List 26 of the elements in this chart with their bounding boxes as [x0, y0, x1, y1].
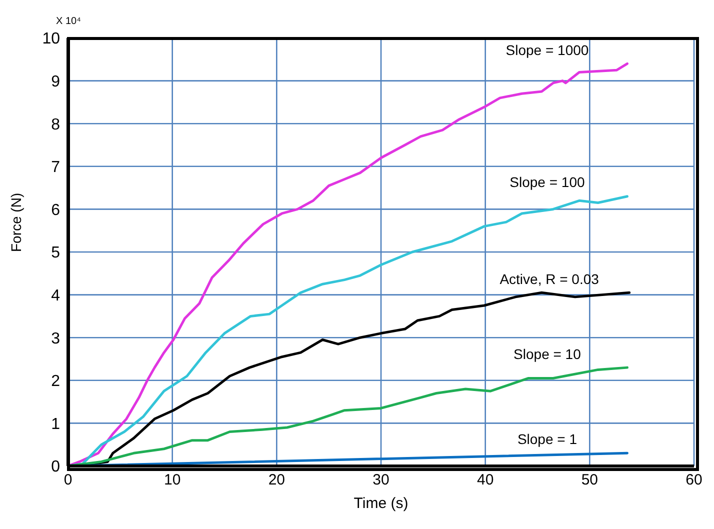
x-tick-label: 10: [164, 472, 181, 489]
x-tick-label: 20: [268, 472, 286, 489]
y-axis-title: Force (N): [8, 192, 24, 252]
x-tick-label: 50: [581, 472, 598, 489]
y-tick-label: 9: [51, 73, 60, 90]
y-tick-label: 1: [51, 416, 60, 433]
text: X 10⁴: [56, 16, 81, 27]
y-tick-label: 5: [51, 244, 60, 262]
line-series: [68, 62, 628, 466]
y-tick-label: 2: [51, 373, 60, 390]
y-tick-label: 4: [51, 287, 60, 304]
series-label: Slope = 10: [514, 346, 581, 362]
x-tick-label: 60: [686, 472, 702, 489]
y-tick-label: 10: [42, 30, 60, 48]
y-tick-label: 0: [51, 458, 60, 476]
y-tick-label: 6: [51, 202, 60, 219]
series-label: Slope = 1: [517, 431, 577, 448]
y-tick-label: 3: [51, 330, 60, 348]
series-label: Slope = 1000: [506, 42, 589, 58]
x-axis-title: Time (s): [354, 495, 408, 512]
series-label: Slope = 100: [510, 174, 585, 190]
x-tick-label: 0: [64, 472, 72, 489]
y-tick-label: 8: [51, 116, 60, 134]
x-tick-label: 40: [476, 472, 494, 489]
x-tick-label: 30: [372, 472, 390, 489]
y-tick-label: 7: [51, 159, 60, 176]
